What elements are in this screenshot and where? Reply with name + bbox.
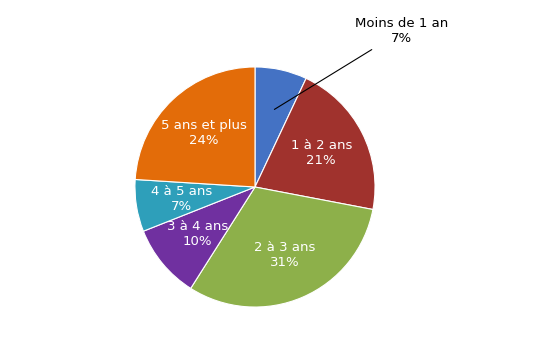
Text: 1 à 2 ans
21%: 1 à 2 ans 21% — [290, 139, 352, 167]
Text: 2 à 3 ans
31%: 2 à 3 ans 31% — [254, 241, 315, 269]
Text: 5 ans et plus
24%: 5 ans et plus 24% — [161, 119, 247, 147]
Wedge shape — [135, 67, 255, 187]
Text: 3 à 4 ans
10%: 3 à 4 ans 10% — [167, 220, 228, 248]
Text: Moins de 1 an
7%: Moins de 1 an 7% — [274, 18, 448, 110]
Text: 4 à 5 ans
7%: 4 à 5 ans 7% — [151, 185, 212, 213]
Wedge shape — [255, 67, 306, 187]
Wedge shape — [255, 78, 375, 210]
Wedge shape — [135, 180, 255, 231]
Wedge shape — [191, 187, 373, 307]
Wedge shape — [144, 187, 255, 288]
